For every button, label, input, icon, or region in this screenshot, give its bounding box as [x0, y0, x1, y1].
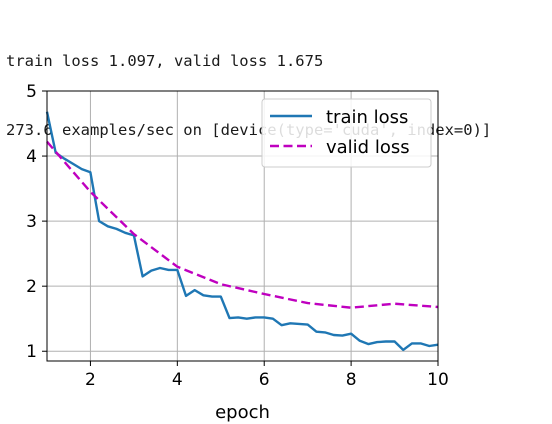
- x-tick-label: 4: [172, 370, 183, 390]
- x-tick-label: 2: [85, 370, 96, 390]
- x-tick-label: 8: [346, 370, 357, 390]
- y-tick-label: 5: [26, 82, 37, 102]
- y-tick-label: 2: [26, 277, 37, 297]
- series-line-valid-loss: [46, 140, 439, 309]
- x-tick-label: 6: [259, 370, 270, 390]
- legend: train loss valid loss: [261, 98, 432, 168]
- x-tick-label: 10: [427, 370, 449, 390]
- y-tick-label: 4: [26, 147, 37, 167]
- legend-label-valid-loss: valid loss: [326, 137, 410, 158]
- series-line-train-loss: [45, 111, 439, 352]
- plot-frame: [46, 90, 439, 362]
- y-tick-label: 1: [26, 342, 37, 362]
- legend-label-train-loss: train loss: [326, 107, 408, 128]
- x-axis-label: epoch: [215, 402, 270, 423]
- series-layer: [45, 111, 439, 352]
- loss-summary-line: train loss 1.097, valid loss 1.675: [6, 52, 324, 70]
- y-tick-label: 3: [26, 212, 37, 232]
